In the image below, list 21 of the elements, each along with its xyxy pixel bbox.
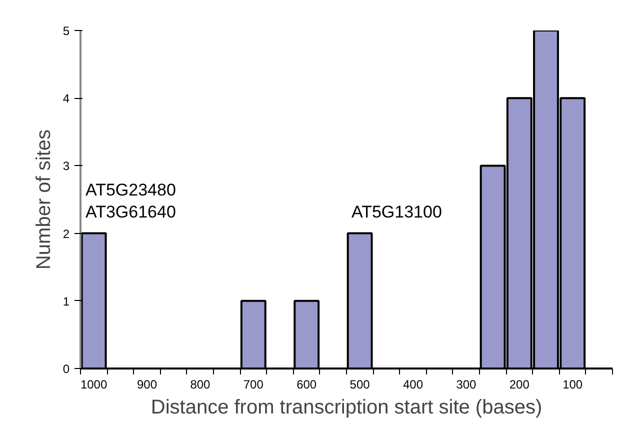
y-tick-label: 1 bbox=[62, 294, 70, 308]
annotation: AT5G13100 bbox=[352, 202, 442, 222]
x-axis-title: Distance from transcription start site (bases) bbox=[150, 396, 542, 418]
x-tick-label: 1000 bbox=[80, 378, 108, 392]
x-tick-label: 900 bbox=[136, 378, 158, 392]
y-tick-label: 2 bbox=[62, 226, 70, 241]
annotation: AT3G61640 bbox=[86, 202, 176, 222]
x-tick-label: 300 bbox=[456, 378, 477, 392]
x-tick-label: 800 bbox=[190, 378, 211, 392]
y-tick-label: 5 bbox=[62, 24, 70, 38]
x-tick-label: 600 bbox=[296, 378, 317, 392]
x-tick-label: 400 bbox=[402, 378, 424, 392]
x-tick-label: 500 bbox=[350, 378, 370, 392]
y-axis-title: Number of sites bbox=[32, 129, 55, 270]
y-tick-label: 0 bbox=[62, 362, 70, 376]
x-tick-label: 700 bbox=[243, 378, 264, 392]
x-tick-label: 200 bbox=[509, 378, 530, 392]
x-tick-label: 100 bbox=[562, 378, 583, 392]
y-tick-label: 4 bbox=[62, 92, 70, 106]
annotation: AT5G23480 bbox=[86, 180, 176, 200]
y-tick-label: 3 bbox=[62, 159, 70, 174]
